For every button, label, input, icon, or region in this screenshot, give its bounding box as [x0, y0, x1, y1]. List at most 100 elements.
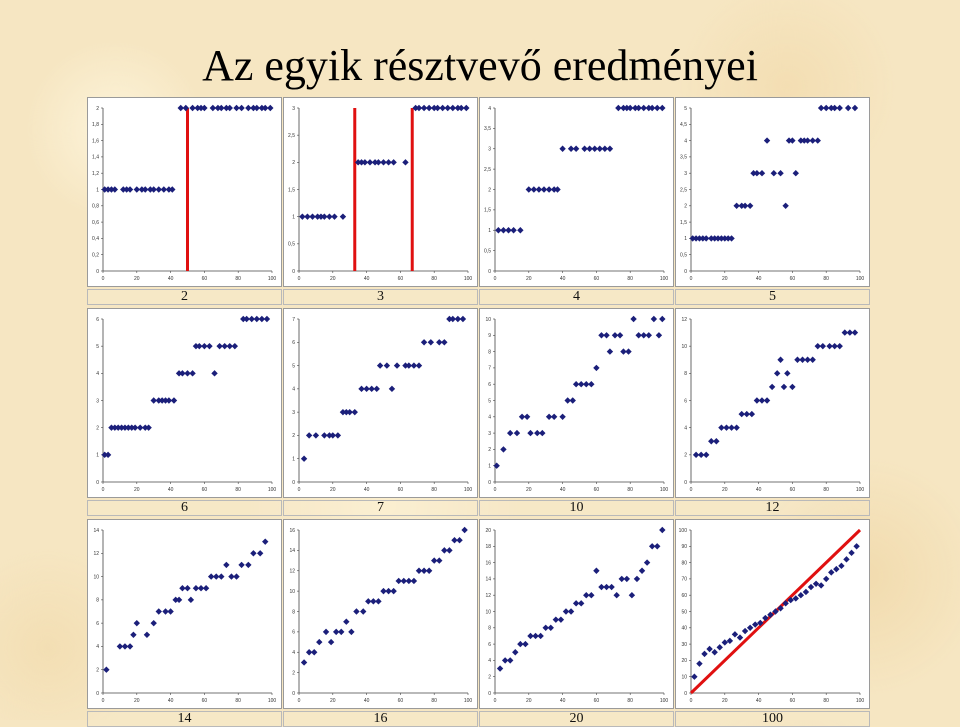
y-tick-label: 20	[485, 528, 491, 534]
y-tick-label: 1	[488, 464, 491, 470]
y-tick-label: 1	[684, 236, 687, 242]
data-point	[385, 159, 392, 166]
chart-caption: 20	[479, 711, 674, 727]
data-point	[797, 592, 805, 599]
data-point	[701, 650, 708, 658]
data-point	[461, 526, 468, 534]
y-tick-label: 0	[96, 480, 99, 486]
y-tick-label: 10	[289, 589, 295, 595]
x-tick-label: 60	[398, 487, 404, 493]
x-tick-label: 0	[494, 698, 497, 704]
y-tick-label: 12	[681, 317, 687, 323]
plot-area: 0 0,2 0,4 0,6 0,8 1 1,2 1,4 1,6 1,8 2 0 20 40 60 80 100	[87, 97, 282, 287]
chart-grid: 0 0,2 0,4 0,6 0,8 1 1,2 1,4 1,6 1,8 2 0 20 40 60 80 100 2…	[87, 97, 870, 727]
x-tick-label: 100	[856, 698, 865, 704]
y-tick-label: 1	[96, 187, 99, 193]
data-point	[851, 329, 859, 336]
data-point	[329, 432, 336, 439]
y-tick-label: 2	[488, 447, 491, 453]
x-tick-label: 80	[431, 276, 437, 282]
data-point	[817, 582, 825, 589]
data-point	[136, 424, 144, 431]
x-tick-label: 80	[235, 698, 241, 704]
y-tick-label: 8	[488, 626, 491, 632]
x-tick-label: 20	[722, 698, 728, 704]
data-point	[184, 585, 191, 592]
data-point	[410, 577, 418, 585]
data-point	[603, 332, 610, 339]
y-tick-label: 50	[681, 609, 687, 615]
data-point	[108, 424, 115, 431]
y-tick-label: 1,5	[484, 208, 491, 214]
data-point	[165, 186, 173, 193]
data-point	[733, 202, 740, 209]
data-point	[300, 455, 308, 462]
x-tick-label: 60	[202, 276, 208, 282]
data-point	[659, 104, 666, 112]
data-point	[385, 587, 392, 595]
data-point	[659, 526, 666, 534]
data-point	[836, 342, 843, 350]
y-tick-label: 2,5	[680, 187, 687, 193]
data-point	[723, 424, 730, 431]
x-tick-label: 100	[660, 276, 669, 282]
y-tick-label: 4	[292, 650, 295, 656]
data-point	[463, 104, 470, 112]
y-tick-label: 4	[292, 387, 295, 393]
data-point	[262, 104, 269, 112]
y-tick-label: 2,5	[484, 167, 491, 173]
data-point	[449, 315, 456, 323]
data-point	[628, 592, 636, 599]
y-tick-label: 0	[96, 269, 99, 275]
data-point	[436, 339, 443, 346]
y-tick-label: 8	[684, 371, 687, 377]
data-point	[165, 397, 173, 404]
data-point	[572, 600, 580, 607]
data-point	[143, 631, 151, 638]
data-point	[395, 577, 402, 585]
data-point	[434, 104, 441, 112]
y-tick-label: 60	[681, 593, 687, 599]
data-point	[169, 186, 176, 193]
data-point	[390, 587, 397, 595]
data-point	[567, 608, 575, 615]
data-point	[814, 137, 821, 144]
data-point	[233, 573, 240, 580]
y-tick-label: 30	[681, 642, 687, 648]
data-point	[233, 104, 240, 112]
data-point	[510, 227, 517, 234]
data-point	[606, 145, 614, 152]
data-point	[415, 567, 423, 574]
data-point	[713, 438, 720, 445]
data-point	[843, 556, 850, 563]
y-tick-label: 3	[488, 147, 491, 153]
data-point	[809, 356, 816, 363]
data-point	[431, 104, 438, 112]
data-point	[250, 104, 257, 112]
chart-caption: 10	[479, 500, 674, 516]
y-tick-label: 1,4	[92, 155, 99, 161]
chart-panel: 0 1 2 3 4 5 6 7 8 9 10 0 20 40 60 80 100 10	[479, 308, 674, 516]
x-tick-label: 40	[756, 487, 762, 493]
y-tick-label: 7	[488, 366, 491, 372]
data-point	[780, 383, 788, 391]
plot-area: 0 0,5 1 1,5 2 2,5 3 3,5 4 4,5 5 0 20 40 60 80 100	[675, 97, 870, 287]
x-tick-label: 0	[298, 276, 301, 282]
data-point	[782, 202, 789, 209]
y-tick-label: 3	[684, 171, 687, 177]
x-tick-label: 40	[168, 698, 174, 704]
y-tick-label: 20	[681, 658, 687, 664]
data-point	[245, 561, 252, 569]
data-point	[380, 587, 387, 595]
y-tick-label: 2	[684, 204, 687, 210]
scatter-plot: 0 10 20 30 40 50 60 70 80 90 100 0 20 40 60 80 100	[679, 528, 865, 704]
y-tick-label: 12	[289, 569, 295, 575]
data-point	[405, 362, 413, 369]
data-point	[121, 424, 129, 431]
data-point	[425, 567, 433, 574]
y-tick-label: 2	[488, 675, 491, 681]
data-point	[748, 410, 756, 418]
y-tick-label: 10	[93, 574, 99, 580]
data-point	[746, 202, 754, 209]
chart-caption: 100	[675, 711, 870, 727]
